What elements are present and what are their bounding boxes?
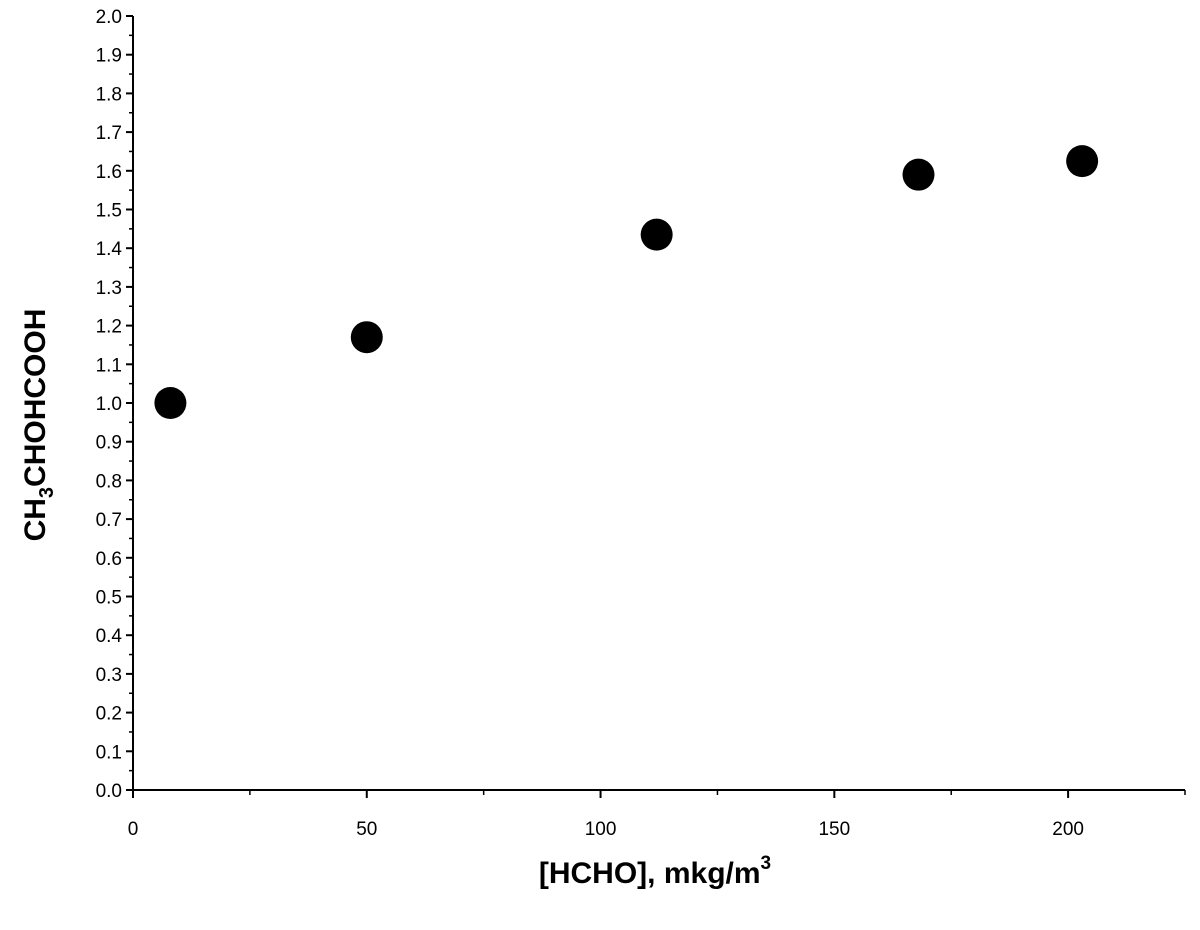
y-tick-label: 1.3: [96, 278, 122, 299]
data-point: [1066, 145, 1099, 178]
y-tick-label: 1.4: [96, 239, 123, 260]
y-tick-label: 0.6: [96, 549, 122, 570]
y-axis-title: CH3CHOHCOOH: [19, 309, 58, 542]
x-tick-label: 150: [818, 819, 850, 840]
axes: [132, 16, 1185, 791]
y-tick-label: 0.0: [96, 781, 122, 802]
y-tick-label: 2.0: [96, 7, 122, 28]
y-tick-label: 0.4: [96, 626, 123, 647]
y-axis-ticks: 0.0 0.1 0.2 0.3 0.4 0.5 0.6 0.7 0.8 0.9 1.0 1.1 1.2 1…: [96, 7, 133, 802]
x-axis-ticks: 0 50 100 150 200: [128, 790, 1186, 840]
data-point: [350, 321, 383, 354]
y-tick-label: 0.1: [96, 742, 122, 763]
x-tick-label: 200: [1052, 819, 1084, 840]
data-point: [902, 158, 935, 191]
y-tick-label: 1.6: [96, 162, 122, 183]
y-tick-label: 1.1: [96, 355, 122, 376]
y-tick-label: 1.0: [96, 394, 122, 415]
y-tick-label: 0.5: [96, 588, 122, 609]
x-tick-label: 50: [356, 819, 377, 840]
y-tick-label: 0.3: [96, 665, 122, 686]
y-tick-label: 0.8: [96, 471, 122, 492]
x-tick-label: 0: [128, 819, 139, 840]
y-tick-label: 1.7: [96, 123, 122, 144]
data-points: [154, 145, 1099, 419]
y-tick-label: 1.2: [96, 317, 122, 338]
x-tick-label: 100: [585, 819, 617, 840]
y-tick-label: 1.9: [96, 46, 122, 67]
x-axis-title: [HCHO], mkg/m3: [539, 853, 771, 890]
data-point: [640, 218, 673, 251]
data-point: [154, 387, 187, 419]
y-tick-label: 1.8: [96, 84, 122, 105]
y-tick-label: 0.7: [96, 510, 122, 531]
y-tick-label: 0.9: [96, 433, 122, 454]
y-tick-label: 1.5: [96, 201, 122, 222]
y-tick-label: 0.2: [96, 704, 122, 725]
